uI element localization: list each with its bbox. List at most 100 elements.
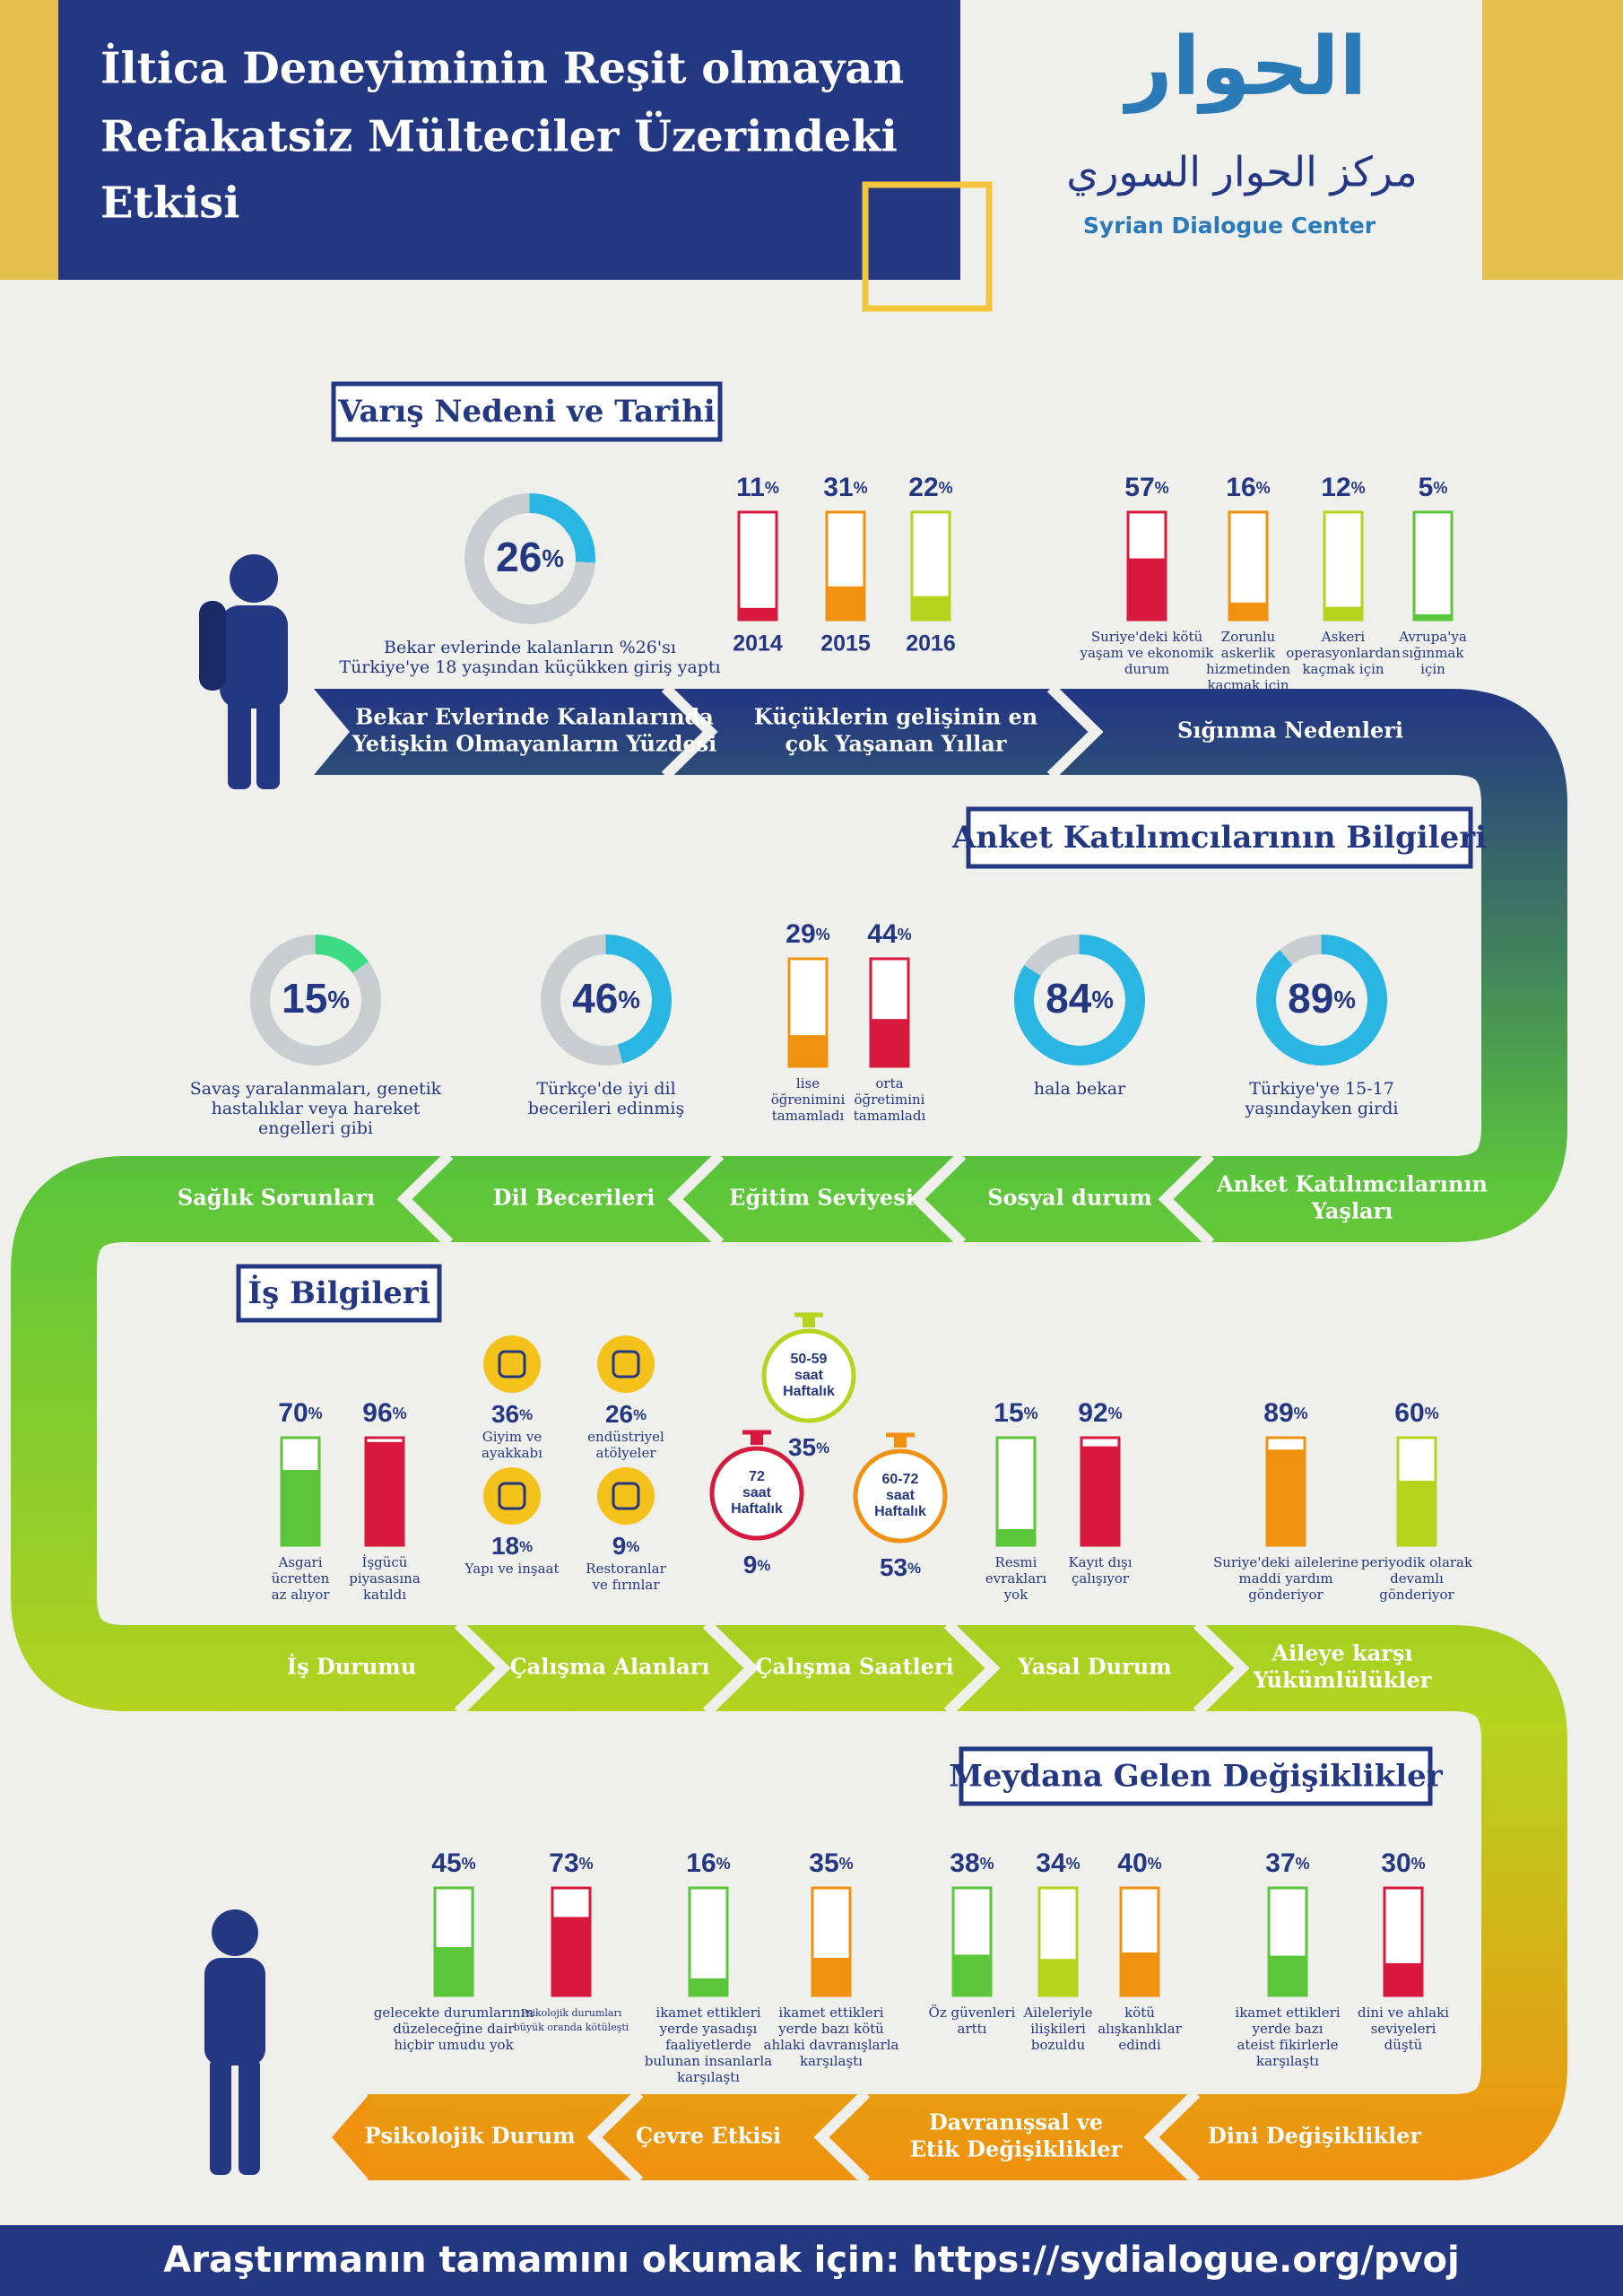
logo-english: Syrian Dialogue Center — [1083, 213, 1376, 239]
bar — [552, 1917, 590, 1996]
stage-label: Dini Değişiklikler — [1208, 2123, 1421, 2149]
watch-face — [853, 1448, 948, 1544]
gold-strip — [0, 0, 59, 280]
stage-label: Çevre Etkisi — [636, 2123, 781, 2149]
caption: becerileri edinmiş — [528, 1099, 685, 1118]
title-line: Etkisi — [100, 178, 240, 229]
caption: Resmi — [995, 1554, 1037, 1570]
caption: kötü — [1124, 2005, 1155, 2021]
caption: tamamladı — [854, 1108, 926, 1124]
caption: çalışıyor — [1072, 1570, 1130, 1587]
stage-label: Sosyal durum — [987, 1185, 1152, 1211]
bar — [690, 1978, 727, 1996]
year-label: 2014 — [733, 631, 783, 657]
caption: yok — [1003, 1587, 1029, 1603]
caption: gönderiyor — [1379, 1587, 1454, 1603]
stage-label: Sağlık Sorunları — [178, 1185, 375, 1211]
caption: düştü — [1384, 2037, 1423, 2053]
percent-label: 5% — [1419, 473, 1448, 502]
caption: Suriye'deki ailelerine — [1213, 1554, 1358, 1570]
footer-text[interactable]: Araştırmanın tamamını okumak için: https… — [163, 2239, 1459, 2281]
stage-separator — [1143, 2089, 1201, 2186]
stage-separator — [813, 2089, 871, 2186]
percent-label: 30% — [1381, 1848, 1425, 1878]
caption: seviyeleri — [1371, 2021, 1436, 2037]
caption: öğrenimini — [771, 1091, 846, 1108]
caption: devamlı — [1390, 1570, 1444, 1587]
watch-text: Haftalık — [731, 1501, 783, 1517]
percent-label: 53% — [880, 1553, 921, 1581]
stage-label: Bekar Evlerinde Kalanlarında — [355, 704, 714, 730]
caption: hala bekar — [1034, 1079, 1126, 1099]
caption: operasyonlardan — [1286, 645, 1401, 661]
caption: Türkçe'de iyi dil — [536, 1079, 675, 1099]
percent-label: 73% — [549, 1848, 593, 1878]
percent-label: 96% — [362, 1398, 406, 1428]
bar — [1229, 602, 1267, 620]
percent-label: 84% — [1046, 975, 1114, 1022]
caption: askerlik — [1221, 645, 1276, 661]
caption: yerde yasadışı — [659, 2021, 758, 2037]
bar-frame — [737, 510, 778, 622]
title-panel — [58, 0, 960, 280]
caption: hastalıklar veya hareket — [212, 1099, 421, 1118]
caption: ahlaki davranışlarla — [764, 2037, 899, 2053]
bar — [827, 586, 864, 620]
stage-label: çok Yaşanan Yıllar — [785, 731, 1007, 757]
watch-face — [709, 1446, 804, 1541]
icon-circle — [483, 1467, 541, 1525]
stage-separator — [1193, 1620, 1250, 1717]
caption: engelleri gibi — [258, 1118, 373, 1138]
caption: arttı — [958, 2021, 987, 2037]
caption: için — [1420, 661, 1445, 677]
stage-label: Etik Değişiklikler — [910, 2136, 1123, 2162]
percent-label: 16% — [686, 1848, 730, 1878]
section-box — [331, 381, 723, 442]
stage-separator — [1158, 1151, 1215, 1248]
watch-text: Haftalık — [783, 1384, 835, 1399]
caption: piyasasına — [349, 1570, 421, 1587]
bar — [1269, 1955, 1306, 1996]
bar-frame — [688, 1886, 729, 1997]
caption: karşılaştı — [1256, 2053, 1319, 2069]
caption: tamamladı — [772, 1108, 845, 1124]
stage-separator — [943, 1620, 1001, 1717]
stage-label: Küçüklerin gelişinin en — [754, 704, 1037, 730]
caption: alışkanlıklar — [1098, 2021, 1182, 2037]
stage-label: Yasal Durum — [1017, 1654, 1171, 1680]
donut-arc — [541, 935, 672, 1065]
caption: bozuldu — [1031, 2037, 1086, 2053]
caption: Giyim ve — [482, 1429, 542, 1445]
stage-label: Çalışma Alanları — [510, 1654, 710, 1680]
icon-glyph — [498, 1350, 526, 1378]
caption: yerde bazı — [1251, 2021, 1323, 2037]
section-box — [236, 1264, 442, 1323]
percent-label: 37% — [1265, 1848, 1309, 1878]
stage-separator — [667, 1151, 725, 1248]
percent-label: 46% — [572, 975, 640, 1022]
caption: Yapı ve inşaat — [464, 1561, 559, 1577]
caption: maddi yardım — [1238, 1570, 1332, 1587]
person-backpack — [199, 554, 288, 789]
bar — [1384, 1963, 1422, 1996]
caption: ayakkabı — [482, 1445, 542, 1461]
bar — [871, 1019, 908, 1066]
percent-label: 57% — [1124, 473, 1168, 502]
title-line: İltica Deneyiminin Reşit olmayan — [100, 42, 904, 94]
bar — [1324, 606, 1362, 620]
caption: evrakları — [985, 1570, 1046, 1587]
stage-separator — [909, 1151, 967, 1248]
percent-label: 26% — [605, 1400, 647, 1428]
logo-arabic: مركز الحوار السوري — [1066, 148, 1418, 197]
caption: Kayıt dışı — [1068, 1554, 1132, 1570]
caption: lise — [796, 1075, 820, 1091]
stage-separator — [702, 1620, 759, 1717]
percent-label: 60% — [1394, 1398, 1438, 1428]
road — [11, 689, 1567, 2180]
watch-text: saat — [794, 1368, 824, 1383]
stage-label: Davranışsal ve — [929, 2109, 1103, 2135]
title-line: Refakatsiz Mülteciler Üzerindeki — [100, 110, 898, 162]
road-notch — [287, 689, 350, 775]
caption: gönderiyor — [1248, 1587, 1324, 1603]
